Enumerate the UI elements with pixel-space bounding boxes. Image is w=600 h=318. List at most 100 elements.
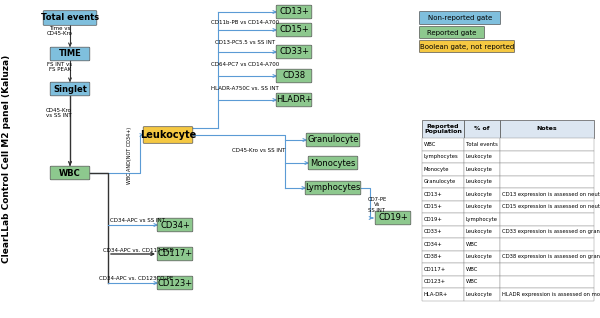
Text: Monocyte: Monocyte [424, 167, 449, 172]
Bar [464, 163, 500, 176]
Bar [464, 251, 500, 263]
Text: HLADR+: HLADR+ [276, 95, 312, 105]
Bar [422, 225, 464, 238]
Bar [500, 251, 594, 263]
Text: ClearLLab Control Cell M2 panel (Kaluza): ClearLLab Control Cell M2 panel (Kaluza) [2, 55, 11, 263]
Text: CD34-APC vs. CD117-ECD: CD34-APC vs. CD117-ECD [103, 247, 173, 252]
Text: CD15+: CD15+ [279, 25, 309, 34]
Bar [422, 163, 464, 176]
FancyBboxPatch shape [276, 93, 312, 107]
FancyBboxPatch shape [276, 23, 312, 37]
Bar [464, 188, 500, 201]
Text: CD13+: CD13+ [424, 192, 443, 197]
Text: Lymphocyte: Lymphocyte [466, 217, 498, 222]
Bar [422, 263, 464, 275]
Text: Notes: Notes [536, 127, 557, 132]
Bar [422, 188, 464, 201]
FancyBboxPatch shape [308, 156, 358, 170]
Text: Lymphocytes: Lymphocytes [424, 154, 459, 159]
Text: WBC: WBC [466, 279, 478, 284]
Text: CD123+: CD123+ [157, 279, 193, 287]
Text: WBC: WBC [424, 142, 436, 147]
Text: WBC AND(NOT CD34+): WBC AND(NOT CD34+) [128, 127, 133, 183]
Text: Time vs
CD45-Kro: Time vs CD45-Kro [47, 26, 73, 36]
FancyBboxPatch shape [419, 26, 485, 38]
Text: CD34+: CD34+ [160, 220, 190, 230]
FancyBboxPatch shape [43, 11, 97, 25]
Bar [464, 201, 500, 213]
Text: CD123+: CD123+ [424, 279, 446, 284]
Text: Leukocyte: Leukocyte [466, 204, 493, 209]
FancyBboxPatch shape [50, 47, 90, 61]
Bar [464, 275, 500, 288]
Bar [500, 288, 594, 301]
Text: CD7-PE
Vs
SS INT: CD7-PE Vs SS INT [367, 197, 386, 213]
Text: Reported gate: Reported gate [427, 30, 476, 36]
Text: CD19+: CD19+ [424, 217, 443, 222]
Text: CD117+: CD117+ [157, 250, 193, 259]
Text: CD45-Kro vs SS INT: CD45-Kro vs SS INT [232, 148, 286, 153]
FancyBboxPatch shape [306, 133, 360, 147]
Text: WBC: WBC [59, 169, 81, 177]
FancyBboxPatch shape [419, 40, 515, 52]
Text: CD34+: CD34+ [424, 242, 443, 247]
Text: HLA-DR+: HLA-DR+ [424, 292, 448, 297]
Text: CD38: CD38 [283, 72, 305, 80]
Bar [422, 288, 464, 301]
Text: Lymphocytes: Lymphocytes [305, 183, 361, 192]
Text: CD34-APC vs. CD123CO-PE: CD34-APC vs. CD123CO-PE [99, 276, 173, 281]
Text: CD13-PC5.5 vs SS INT: CD13-PC5.5 vs SS INT [215, 40, 275, 45]
FancyBboxPatch shape [276, 69, 312, 83]
Text: WBC: WBC [466, 267, 478, 272]
Text: CD13+: CD13+ [279, 8, 309, 17]
Text: Granulocyte: Granulocyte [424, 179, 456, 184]
Text: Leukocyte: Leukocyte [466, 192, 493, 197]
Bar [500, 188, 594, 201]
Text: WBC: WBC [466, 242, 478, 247]
Text: Leukocyte: Leukocyte [466, 229, 493, 234]
Bar [500, 213, 594, 225]
FancyBboxPatch shape [157, 218, 193, 232]
Bar [422, 201, 464, 213]
Bar [500, 163, 594, 176]
Bar [464, 138, 500, 150]
FancyBboxPatch shape [157, 247, 193, 261]
Text: Granulocyte: Granulocyte [307, 135, 359, 144]
FancyBboxPatch shape [50, 82, 90, 96]
Bar [500, 176, 594, 188]
Bar [464, 225, 500, 238]
Text: Boolean gate, not reported: Boolean gate, not reported [420, 44, 514, 50]
Bar [500, 225, 594, 238]
Bar [464, 263, 500, 275]
Bar [464, 120, 500, 138]
Bar [422, 251, 464, 263]
FancyBboxPatch shape [50, 166, 90, 180]
FancyBboxPatch shape [143, 127, 193, 143]
Bar [464, 176, 500, 188]
Text: % of: % of [474, 127, 490, 132]
Bar [500, 263, 594, 275]
Text: Leukocyte: Leukocyte [466, 254, 493, 259]
Text: CD33 expression is assessed on granulocytes: CD33 expression is assessed on granulocy… [502, 229, 600, 234]
Bar [464, 150, 500, 163]
Text: CD64-PC7 vs CD14-A700: CD64-PC7 vs CD14-A700 [211, 63, 279, 67]
Text: CD33+: CD33+ [424, 229, 443, 234]
Bar [422, 275, 464, 288]
Bar [500, 138, 594, 150]
Bar [422, 120, 464, 138]
Text: TIME: TIME [59, 50, 82, 59]
Text: CD45-Kro
vs SS INT: CD45-Kro vs SS INT [46, 107, 72, 118]
Text: Monocytes: Monocytes [310, 158, 356, 168]
FancyBboxPatch shape [157, 276, 193, 290]
Text: CD34-APC vs SS INT: CD34-APC vs SS INT [110, 218, 166, 224]
Text: Leukocyte: Leukocyte [466, 154, 493, 159]
Text: CD15+: CD15+ [424, 204, 443, 209]
Bar [422, 150, 464, 163]
Bar [464, 288, 500, 301]
Text: CD19+: CD19+ [378, 213, 408, 223]
Bar [422, 176, 464, 188]
Bar [500, 201, 594, 213]
Text: CD13 expression is assessed on neutrophils: CD13 expression is assessed on neutrophi… [502, 192, 600, 197]
Text: Leukocyte: Leukocyte [466, 167, 493, 172]
Text: FS INT vs
FS PEAK: FS INT vs FS PEAK [47, 62, 73, 73]
